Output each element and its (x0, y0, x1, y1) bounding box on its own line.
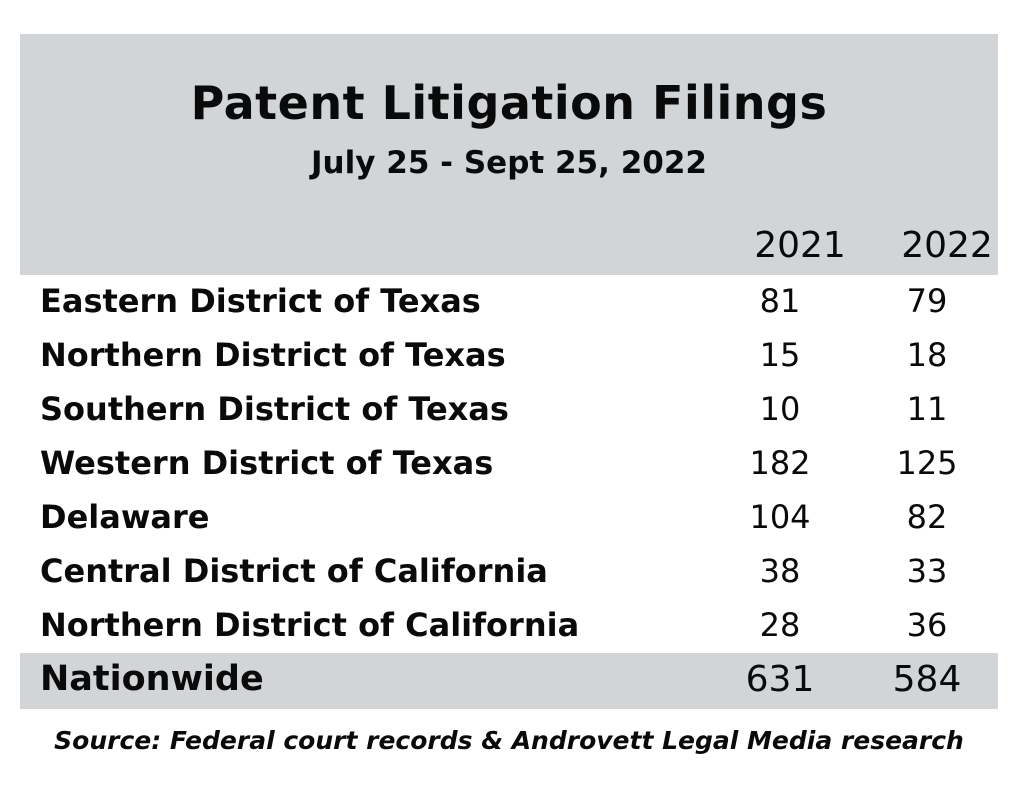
cell-2022: 33 (906, 552, 948, 590)
cell-2021: 28 (759, 606, 801, 644)
cell-2022: 18 (906, 336, 948, 374)
table-body: Eastern District of Texas 81 79 Northern… (20, 275, 998, 653)
cell-2021: 38 (759, 552, 801, 590)
row-label: Western District of Texas (40, 444, 494, 482)
table-row: Southern District of Texas 10 11 (20, 383, 998, 437)
row-label: Eastern District of Texas (40, 282, 481, 320)
total-row: Nationwide 631 584 (20, 653, 998, 709)
chart-subtitle: July 25 - Sept 25, 2022 (311, 145, 707, 181)
table-row: Delaware 104 82 (20, 491, 998, 545)
column-header-2022: 2022 (901, 225, 993, 266)
row-label: Southern District of Texas (40, 390, 509, 428)
total-2021: 631 (745, 659, 815, 700)
cell-2022: 36 (906, 606, 948, 644)
row-label: Delaware (40, 498, 210, 536)
column-header-2021: 2021 (754, 225, 846, 266)
total-2022: 584 (892, 659, 962, 700)
cell-2022: 125 (896, 444, 958, 482)
cell-2022: 11 (906, 390, 948, 428)
total-label: Nationwide (40, 659, 264, 699)
row-label: Central District of California (40, 552, 548, 590)
cell-2021: 81 (759, 282, 801, 320)
cell-2022: 82 (906, 498, 948, 536)
cell-2021: 15 (759, 336, 801, 374)
table-row: Central District of California 38 33 (20, 545, 998, 599)
table-row: Eastern District of Texas 81 79 (20, 275, 998, 329)
source-note: Source: Federal court records & Androvet… (54, 726, 964, 755)
cell-2021: 10 (759, 390, 801, 428)
cell-2021: 182 (749, 444, 811, 482)
cell-2021: 104 (749, 498, 811, 536)
row-label: Northern District of California (40, 606, 580, 644)
header-band: Patent Litigation Filings July 25 - Sept… (20, 34, 998, 275)
table-row: Western District of Texas 182 125 (20, 437, 998, 491)
table-row: Northern District of California 28 36 (20, 599, 998, 653)
row-label: Northern District of Texas (40, 336, 506, 374)
cell-2022: 79 (906, 282, 948, 320)
chart-title: Patent Litigation Filings (190, 76, 828, 130)
table-row: Northern District of Texas 15 18 (20, 329, 998, 383)
